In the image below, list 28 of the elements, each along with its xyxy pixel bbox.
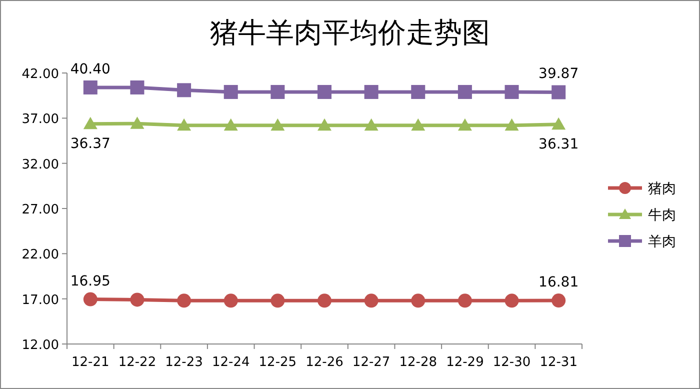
x-tick-label: 12-31 — [540, 355, 578, 370]
x-tick-label: 12-26 — [306, 355, 344, 370]
data-label: 36.31 — [538, 136, 579, 152]
y-tick-label: 12.00 — [22, 338, 59, 353]
y-tick-label: 37.00 — [22, 112, 59, 128]
y-tick-label: 42.00 — [22, 67, 59, 82]
legend-label: 羊肉 — [648, 234, 676, 250]
x-tick-label: 12-24 — [212, 355, 250, 370]
x-tick-label: 12-27 — [352, 355, 390, 370]
x-tick-label: 12-22 — [118, 355, 156, 370]
x-tick-label: 12-29 — [446, 355, 484, 370]
x-tick-label: 12-25 — [258, 355, 297, 370]
data-label: 40.40 — [70, 61, 110, 78]
x-tick-label: 12-23 — [165, 355, 203, 370]
data-label: 36.37 — [70, 136, 110, 152]
x-tick-label: 12-21 — [72, 355, 110, 370]
x-tick-label: 12-28 — [399, 355, 438, 370]
title: 猪牛羊肉平均价走势图 — [210, 18, 490, 49]
y-tick-label: 17.00 — [22, 292, 59, 308]
x-tick-label: 12-30 — [492, 355, 531, 370]
data-label: 16.81 — [538, 274, 579, 291]
legend-label: 牛肉 — [648, 208, 676, 224]
y-tick-label: 27.00 — [22, 202, 59, 218]
y-tick-label: 22.00 — [22, 248, 59, 263]
y-tick-label: 32.00 — [22, 157, 59, 172]
data-label: 39.87 — [538, 66, 579, 82]
legend-label: 猪肉 — [648, 181, 676, 197]
data-label: 16.95 — [70, 273, 110, 290]
